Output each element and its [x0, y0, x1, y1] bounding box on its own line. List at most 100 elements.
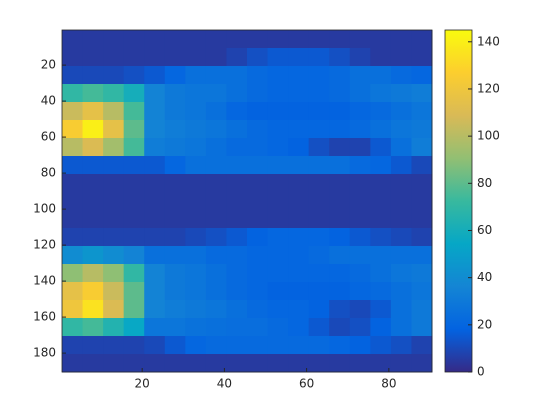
heat-cell [247, 264, 269, 283]
heat-cell [349, 138, 371, 157]
heat-cell [288, 192, 310, 211]
heat-cell [411, 156, 433, 175]
heat-cell [82, 30, 104, 49]
heat-cell [267, 246, 289, 265]
heat-cell [123, 84, 145, 103]
heat-cell [144, 354, 166, 373]
heat-cell [164, 30, 186, 49]
heat-cell [123, 192, 145, 211]
heat-cell [329, 120, 351, 139]
heat-cell [62, 246, 84, 265]
heat-cell [308, 336, 330, 355]
heat-cell [123, 228, 145, 247]
heat-cell [329, 174, 351, 193]
heat-cell [185, 210, 207, 229]
heat-cell [164, 300, 186, 319]
y-tick-label: 40 [41, 94, 56, 108]
heat-cell [144, 138, 166, 157]
heat-cell [390, 138, 412, 157]
heat-cell [62, 156, 84, 175]
heat-cell [247, 318, 269, 337]
heat-cell [349, 210, 371, 229]
heat-cell [185, 84, 207, 103]
heat-cell [62, 102, 84, 121]
heat-cell [205, 30, 227, 49]
heat-cell [164, 120, 186, 139]
heat-cell [329, 30, 351, 49]
heat-cell [308, 246, 330, 265]
heat-cell [370, 354, 392, 373]
heat-cell [267, 48, 289, 67]
heat-cell [247, 138, 269, 157]
heat-cell [329, 282, 351, 301]
heat-cell [308, 210, 330, 229]
heat-cell [370, 192, 392, 211]
heat-cell [185, 228, 207, 247]
heat-cell [267, 156, 289, 175]
heat-cell [390, 66, 412, 85]
heat-cell [103, 30, 125, 49]
heat-cell [390, 264, 412, 283]
x-tick-label: 80 [381, 377, 396, 391]
y-tick-label: 20 [41, 58, 56, 72]
heat-cell [185, 120, 207, 139]
heat-cell [349, 318, 371, 337]
heat-cell [62, 336, 84, 355]
heat-cell [329, 66, 351, 85]
heat-cell [144, 264, 166, 283]
heat-cell [267, 210, 289, 229]
heat-cell [247, 102, 269, 121]
heat-cell [247, 192, 269, 211]
heat-cell [62, 120, 84, 139]
heat-cell [82, 138, 104, 157]
heat-cell [308, 120, 330, 139]
heat-cell [82, 192, 104, 211]
colorbar-tick-label: 20 [477, 317, 492, 331]
heat-cell [123, 300, 145, 319]
heat-cell [103, 102, 125, 121]
y-tick-label: 80 [41, 166, 56, 180]
heat-cell [123, 354, 145, 373]
heat-cell [329, 300, 351, 319]
heat-cell [288, 300, 310, 319]
heat-cell [349, 84, 371, 103]
heat-cell [123, 138, 145, 157]
heat-cell [288, 66, 310, 85]
heat-cell [205, 210, 227, 229]
heat-cell [226, 246, 248, 265]
heat-cell [205, 48, 227, 67]
heat-cell [288, 30, 310, 49]
heat-cell [308, 318, 330, 337]
heat-cell [82, 228, 104, 247]
heat-cell [308, 102, 330, 121]
heat-cell [62, 318, 84, 337]
heat-cell [349, 66, 371, 85]
heat-cell [247, 84, 269, 103]
heat-cell [205, 264, 227, 283]
heat-cell [185, 66, 207, 85]
heat-cell [370, 30, 392, 49]
heat-cell [247, 120, 269, 139]
heat-cell [308, 192, 330, 211]
heat-cell [226, 336, 248, 355]
heat-cell [185, 156, 207, 175]
heat-cell [62, 300, 84, 319]
heat-cell [164, 282, 186, 301]
heat-cell [82, 246, 104, 265]
heat-cell [411, 228, 433, 247]
heat-cell [247, 300, 269, 319]
heat-cell [288, 318, 310, 337]
heat-cell [247, 174, 269, 193]
heat-cell [308, 84, 330, 103]
y-tick-label: 100 [33, 202, 56, 216]
heat-cell [329, 210, 351, 229]
heat-cell [62, 84, 84, 103]
heat-cell [185, 264, 207, 283]
heat-cell [308, 138, 330, 157]
heat-cell [103, 354, 125, 373]
heat-cell [370, 210, 392, 229]
heat-cell [329, 354, 351, 373]
heat-cell [349, 228, 371, 247]
heat-cell [390, 156, 412, 175]
heat-cell [82, 156, 104, 175]
